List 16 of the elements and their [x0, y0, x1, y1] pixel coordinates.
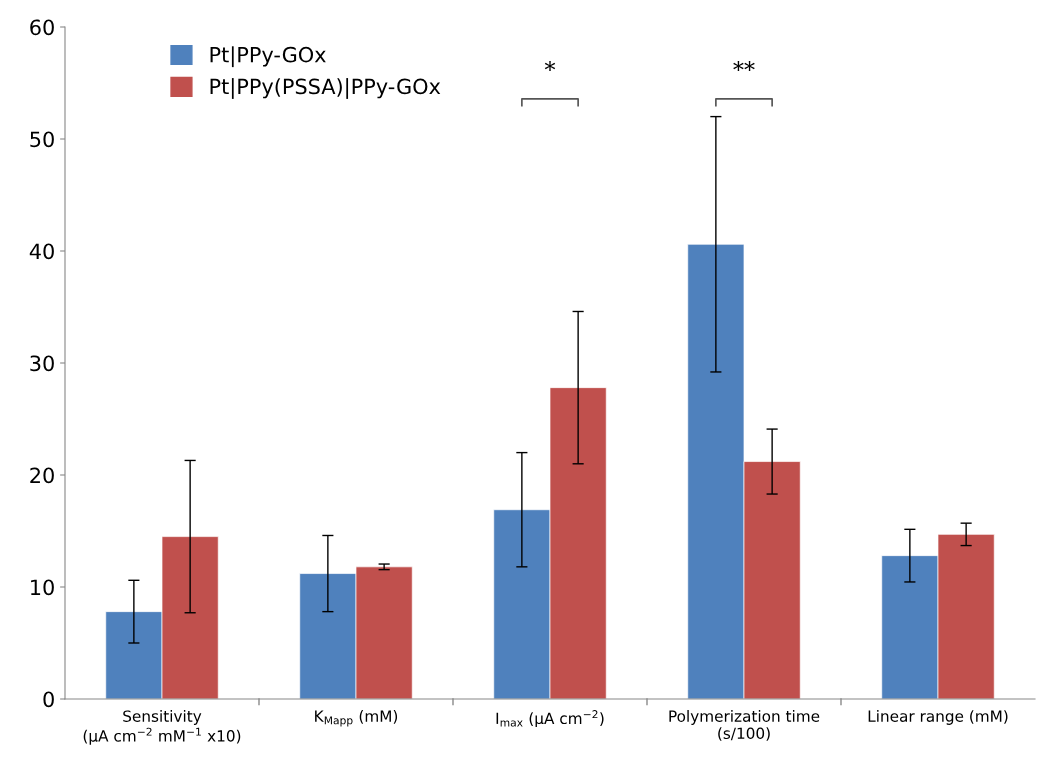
x-tick-label: K$_{Mapp}$ (mM) — [315, 710, 398, 727]
x-tick-label: I$_{max}$ (µA cm$^{−2}$) — [496, 710, 604, 728]
y-tick-label: 20 — [30, 467, 54, 484]
legend-label: Pt|PPy-GOx — [210, 46, 326, 68]
annotation: * — [544, 60, 556, 72]
y-tick-label: 10 — [31, 579, 54, 596]
x-tick-label: Sensitivity (µA cm$^{−2}$ mM$^{−1}$ x10) — [83, 710, 241, 745]
y-tick-label: 60 — [30, 19, 54, 36]
legend-label: Pt|PPy(PSSA)|PPy-GOx — [210, 78, 441, 99]
y-tick-label: 40 — [29, 243, 54, 260]
x-tick-label: Linear range (mM) — [868, 710, 1008, 725]
y-tick-label: 30 — [30, 355, 54, 372]
y-tick-label: 0 — [43, 691, 54, 708]
y-tick-label: 50 — [30, 131, 54, 148]
x-tick-label: Polymerization time (s/100) — [669, 710, 820, 741]
annotation: ** — [733, 60, 755, 72]
